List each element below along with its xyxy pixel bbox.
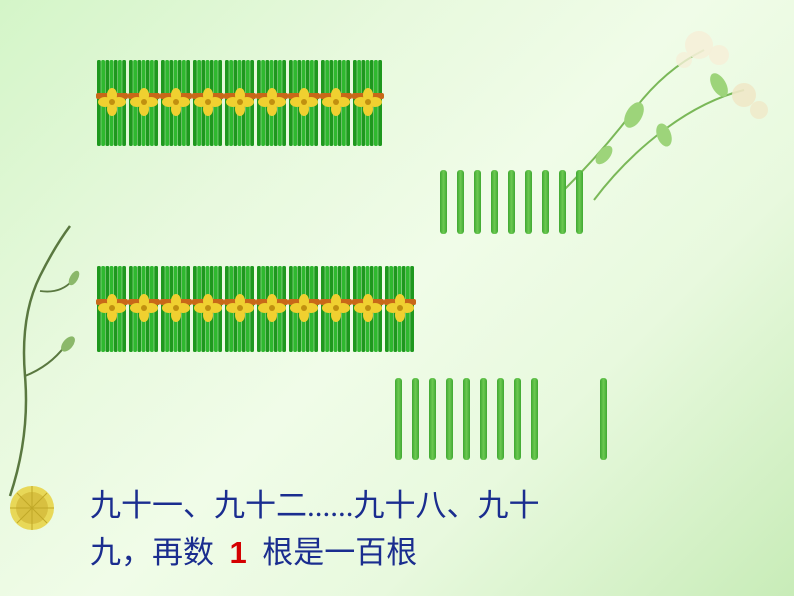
bundle: [287, 58, 321, 148]
single-stick: [412, 378, 419, 460]
single-stick: [514, 378, 521, 460]
single-stick: [429, 378, 436, 460]
bundle: [351, 58, 385, 148]
single-stick: [480, 378, 487, 460]
single-stick: [508, 170, 515, 234]
single-stick: [463, 378, 470, 460]
bundle: [127, 58, 161, 148]
bundle: [255, 58, 289, 148]
single-stick: [525, 170, 532, 234]
text-line-2: 九，再数 1 根是一百根: [90, 530, 540, 577]
bundle: [95, 264, 129, 354]
bundle: [287, 264, 321, 354]
stick-row-1: [440, 170, 583, 234]
single-stick: [491, 170, 498, 234]
single-stick: [531, 378, 538, 460]
single-stick: [542, 170, 549, 234]
bundle: [159, 264, 193, 354]
single-stick: [559, 170, 566, 234]
bundle-row-2: [95, 264, 415, 354]
bundle: [127, 264, 161, 354]
bundle: [255, 264, 289, 354]
single-stick: [497, 378, 504, 460]
text-line-1: 九十一、九十二......九十八、九十: [90, 483, 540, 530]
single-stick: [395, 378, 402, 460]
single-stick: [457, 170, 464, 234]
bundle: [159, 58, 193, 148]
bundle: [351, 264, 385, 354]
single-stick: [474, 170, 481, 234]
highlighted-number: 1: [230, 535, 247, 570]
single-stick: [576, 170, 583, 234]
bundle: [95, 58, 129, 148]
instruction-text: 九十一、九十二......九十八、九十 九，再数 1 根是一百根: [90, 483, 540, 576]
bundle: [319, 264, 353, 354]
vine-decoration-bottom-left: [0, 216, 120, 516]
bundle: [191, 264, 225, 354]
bundle: [191, 58, 225, 148]
stick-row-2: [395, 378, 538, 460]
bundle-row-1: [95, 58, 383, 148]
bundle: [319, 58, 353, 148]
single-stick: [600, 378, 607, 460]
single-stick: [446, 378, 453, 460]
single-stick: [440, 170, 447, 234]
stick-row-2-extra: [600, 378, 607, 460]
bundle: [223, 264, 257, 354]
dandelion-icon: [5, 481, 60, 536]
bundle: [223, 58, 257, 148]
bundle: [383, 264, 417, 354]
